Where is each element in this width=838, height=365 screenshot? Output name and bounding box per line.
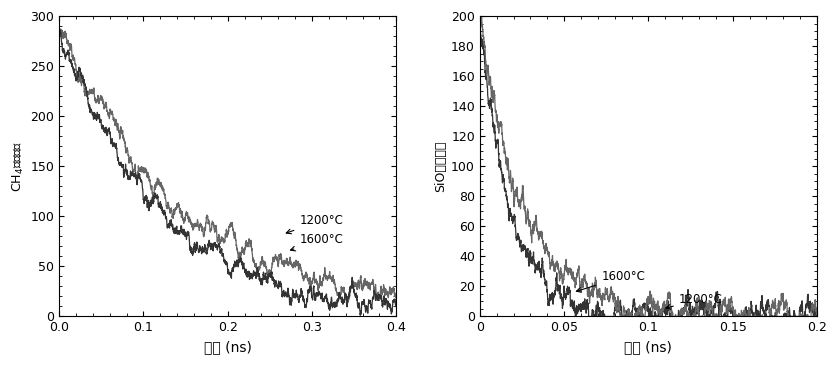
Y-axis label: CH$_4$分子数量: CH$_4$分子数量 bbox=[11, 141, 26, 192]
Y-axis label: SiO分子数量: SiO分子数量 bbox=[434, 141, 447, 192]
Text: 1600°C: 1600°C bbox=[291, 233, 344, 251]
Text: 1200°C: 1200°C bbox=[287, 214, 344, 234]
X-axis label: 时间 (ns): 时间 (ns) bbox=[624, 340, 672, 354]
Text: 1200°C: 1200°C bbox=[665, 293, 722, 309]
X-axis label: 时间 (ns): 时间 (ns) bbox=[204, 340, 251, 354]
Text: 1600°C: 1600°C bbox=[577, 270, 645, 292]
